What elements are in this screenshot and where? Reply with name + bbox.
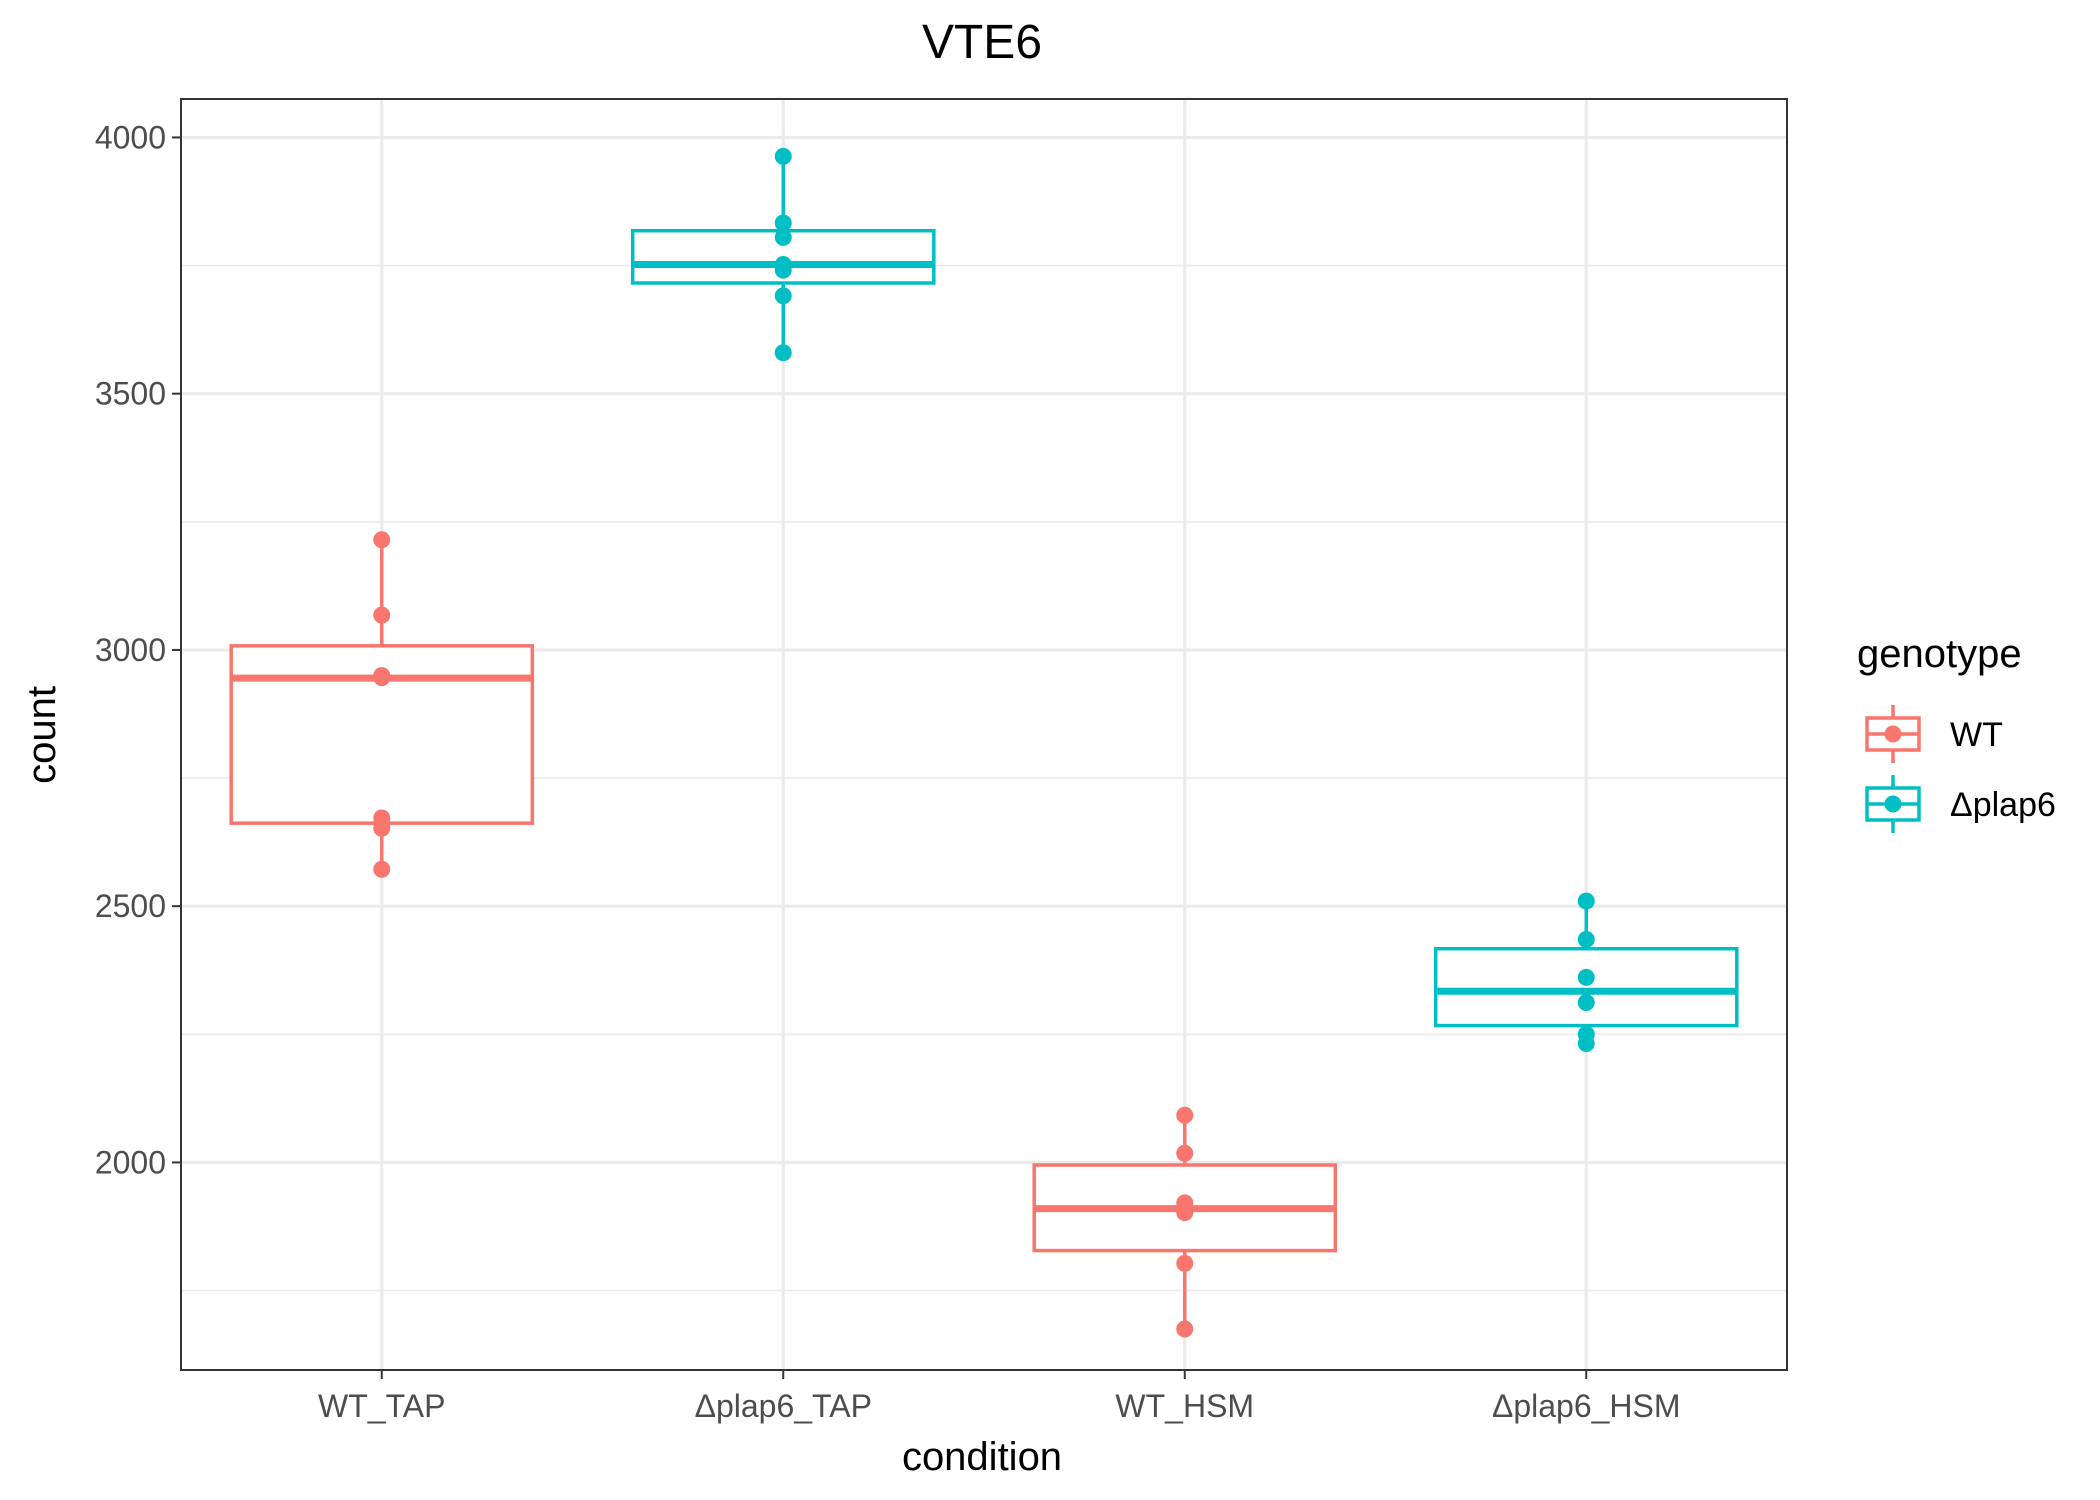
legend-key-point — [1884, 725, 1902, 743]
legend-entry: Δplap6 — [1865, 775, 2056, 833]
plot-border — [180, 98, 1788, 1371]
legend-title: genotype — [1857, 632, 2022, 676]
box-group — [630, 147, 936, 362]
data-point — [1577, 931, 1595, 948]
data-point — [1176, 1106, 1194, 1124]
data-point — [774, 344, 792, 362]
legend-key-point — [1884, 795, 1902, 813]
legend: genotype WT Δplap6 — [1857, 632, 2056, 833]
legend-label: WT — [1950, 716, 2003, 754]
data-point — [1577, 994, 1595, 1012]
y-tick-label: 3000 — [95, 632, 166, 668]
legend-entry: WT — [1865, 705, 2003, 763]
data-point — [774, 228, 792, 246]
data-point — [373, 531, 391, 549]
data-point — [1577, 892, 1595, 910]
box-group — [1032, 1106, 1338, 1338]
y-axis-label: count — [20, 686, 64, 784]
data-point — [1176, 1144, 1194, 1162]
y-axis: 2000 2500 3000 3500 4000 — [95, 119, 181, 1180]
y-tick-label: 3500 — [95, 376, 166, 412]
y-tick-label: 4000 — [95, 119, 166, 155]
data-point — [373, 606, 391, 624]
chart-title: VTE6 — [922, 16, 1042, 69]
legend-label: Δplap6 — [1950, 786, 2056, 824]
data-point — [1176, 1254, 1194, 1272]
data-point — [1176, 1204, 1194, 1222]
data-point — [1577, 1035, 1595, 1053]
data-point — [774, 214, 792, 232]
plot-panel — [180, 98, 1788, 1371]
x-tick-label: Δplap6_TAP — [695, 1388, 872, 1424]
data-point — [774, 287, 792, 305]
data-point — [1577, 968, 1595, 986]
data-point — [774, 261, 792, 279]
box-group — [1433, 892, 1739, 1053]
data-point — [373, 819, 391, 837]
box-iqr — [1433, 946, 1739, 1028]
box-group — [229, 531, 535, 878]
data-point — [1176, 1320, 1194, 1338]
x-tick-label: Δplap6_HSM — [1492, 1388, 1681, 1424]
y-tick-label: 2500 — [95, 888, 166, 924]
data-point — [373, 669, 391, 687]
x-tick-label: WT_TAP — [318, 1388, 445, 1424]
x-tick-label: WT_HSM — [1115, 1388, 1254, 1424]
x-axis: WT_TAP Δplap6_TAP WT_HSM Δplap6_HSM — [318, 1370, 1681, 1424]
x-axis-label: condition — [902, 1435, 1062, 1479]
data-point — [774, 147, 792, 165]
y-tick-label: 2000 — [95, 1144, 166, 1180]
data-point — [373, 860, 391, 878]
